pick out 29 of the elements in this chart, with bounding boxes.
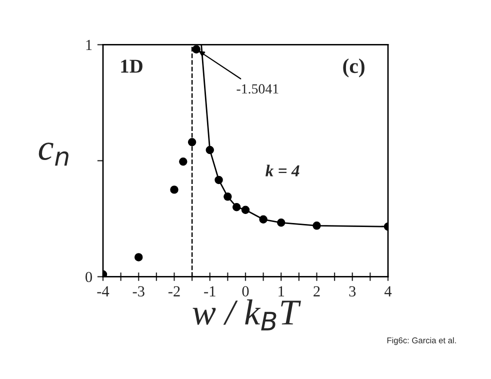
y-axis-title: c$_{n}$ <box>38 142 68 166</box>
caption: Fig6c: Garcia et al. <box>387 337 456 345</box>
point <box>241 206 250 214</box>
x-tick-label: 3 <box>349 286 356 296</box>
point <box>312 222 321 230</box>
x-tick-label: 0 <box>242 286 249 296</box>
point <box>134 253 143 262</box>
point <box>214 176 223 184</box>
x-tick-label: -1 <box>204 286 216 296</box>
x-tick-label: 2 <box>314 286 320 296</box>
point <box>179 158 188 166</box>
annotation: 1D <box>121 60 142 73</box>
point <box>277 218 286 227</box>
point <box>232 202 241 212</box>
point <box>259 215 268 224</box>
point <box>170 186 178 194</box>
point <box>224 192 232 201</box>
x-tick-label: -2 <box>168 286 180 296</box>
annotation: k = 4 <box>266 164 300 176</box>
point <box>206 146 214 154</box>
x-tick-label: -4 <box>97 286 110 296</box>
annotation: (c) <box>343 58 364 78</box>
x-axis-title: w / k$_{B}$T <box>192 299 301 330</box>
x-tick-label: 4 <box>384 286 392 296</box>
x-tick-label: -3 <box>132 286 144 296</box>
point <box>188 138 196 146</box>
annotation: -1.5041 <box>236 84 278 94</box>
x-tick-label: 1 <box>278 286 284 296</box>
point <box>192 45 200 54</box>
